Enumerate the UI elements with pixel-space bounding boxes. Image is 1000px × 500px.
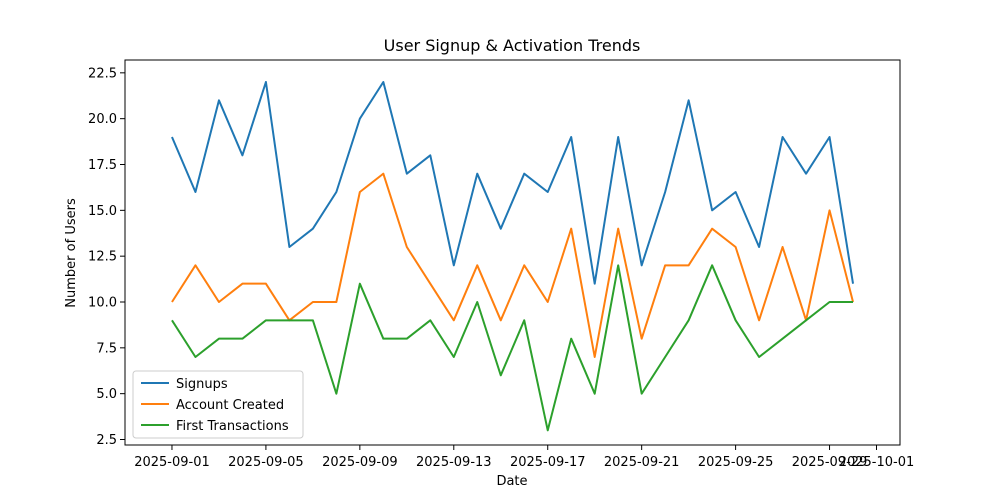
legend-label-0: Signups (176, 377, 228, 392)
y-tick-label: 20.0 (88, 112, 117, 127)
y-tick-label: 12.5 (88, 250, 117, 265)
x-axis-title: Date (496, 474, 527, 489)
legend: Signups Account Created First Transactions (132, 370, 304, 439)
legend-label-1: Account Created (176, 398, 284, 413)
y-axis-title: Number of Users (64, 198, 79, 308)
y-tick-label: 22.5 (88, 66, 117, 81)
x-tick-label: 2025-09-09 (322, 455, 398, 470)
x-tick-label: 2025-09-01 (134, 455, 210, 470)
x-tick-label: 2025-09-25 (698, 455, 774, 470)
y-tick-label: 7.5 (96, 341, 117, 356)
x-tick-label: 2025-09-17 (510, 455, 586, 470)
y-tick-label: 2.5 (96, 433, 117, 448)
y-tick-label: 5.0 (96, 387, 117, 402)
y-tick-label: 10.0 (88, 296, 117, 311)
series-line-1 (171, 172, 854, 358)
chart-title: User Signup & Activation Trends (384, 36, 641, 55)
plot-area (171, 81, 855, 432)
y-tick-label: 17.5 (88, 158, 117, 173)
x-tick-label: 2025-09-21 (604, 455, 680, 470)
legend-label-2: First Transactions (176, 419, 289, 434)
y-axis: 2.5 5.0 7.5 10.0 12.5 15.0 17.5 20.0 22.5 (88, 66, 125, 448)
x-tick-label: 2025-09-13 (416, 455, 492, 470)
y-tick-label: 15.0 (88, 204, 117, 219)
plot-frame (124, 59, 901, 446)
x-tick-label: 2025-09-29 (792, 455, 868, 470)
x-tick-label: 2025-09-05 (228, 455, 304, 470)
x-axis: 2025-09-01 2025-09-05 2025-09-09 2025-09-13… (134, 445, 914, 470)
legend-box (132, 370, 304, 439)
x-tick-label: 2025-10-01 (839, 455, 915, 470)
series-line-2 (171, 264, 854, 432)
series-line-0 (171, 81, 855, 285)
